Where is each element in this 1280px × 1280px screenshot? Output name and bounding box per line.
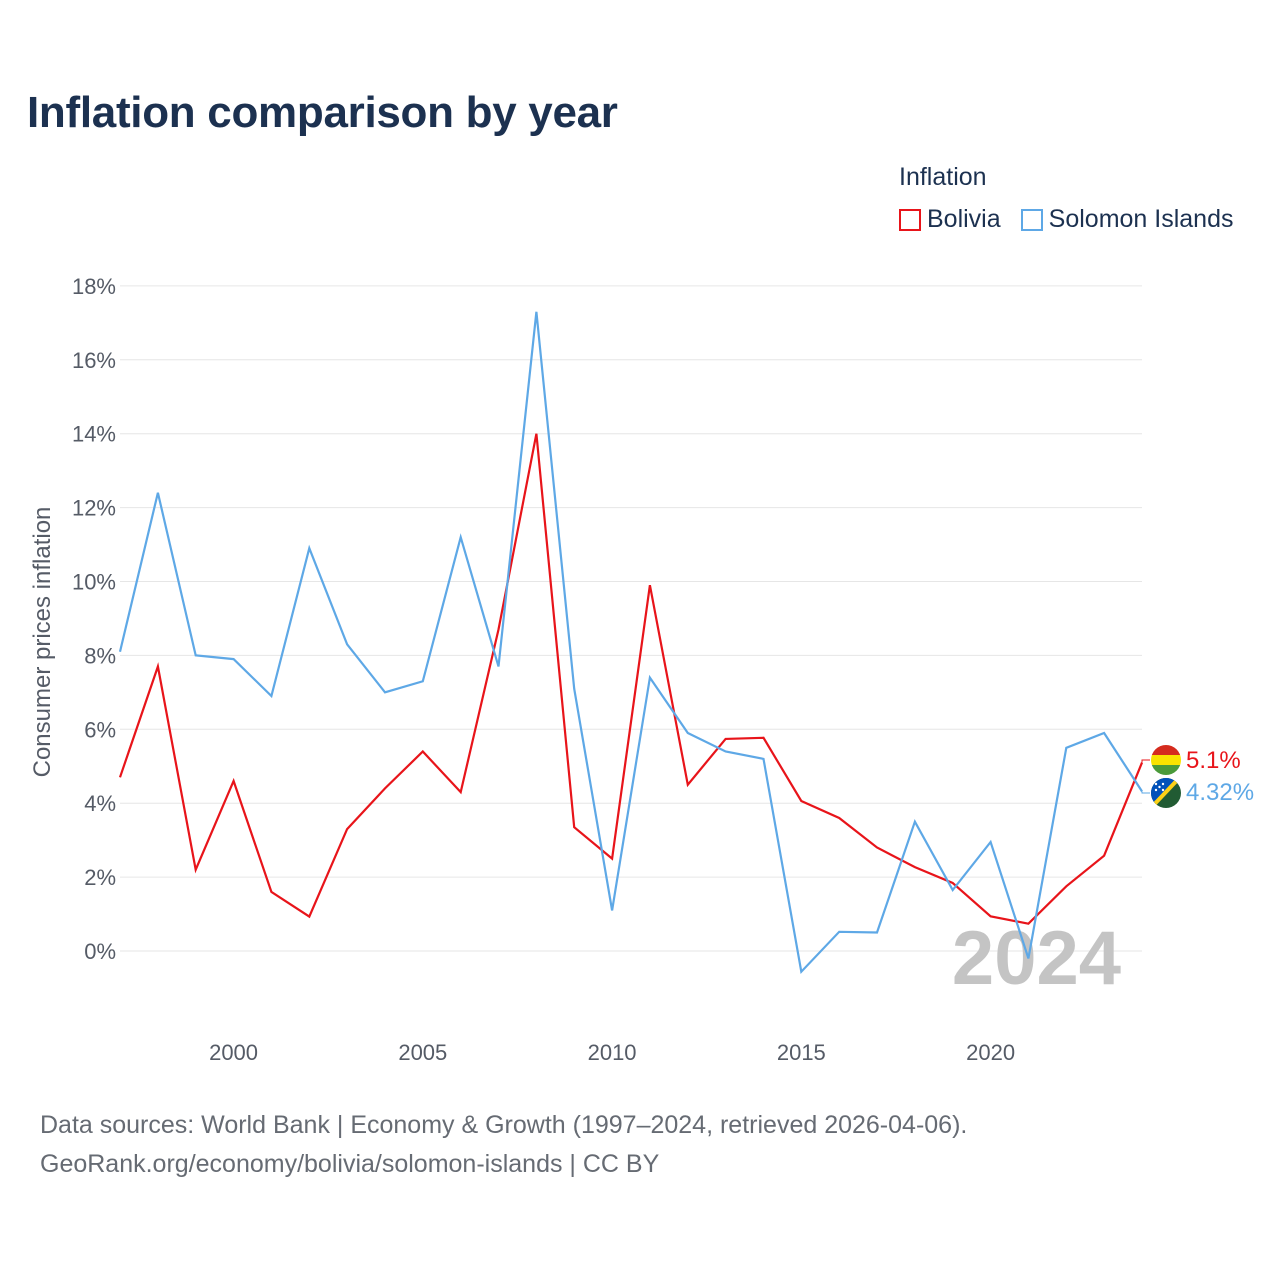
y-tick-label: 0% [84,939,116,964]
gridlines [120,285,1142,952]
legend-label-solomon-islands: Solomon Islands [1048,205,1234,233]
footer-source: Data sources: World Bank | Economy & Gro… [40,1111,968,1139]
footer: Data sources: World Bank | Economy & Gro… [40,1106,967,1184]
y-tick-label: 18% [72,274,116,299]
series-line-solomon-islands[interactable] [118,311,1143,975]
y-tick-label: 14% [72,422,116,447]
y-tick-label: 8% [84,643,116,668]
y-tick-label: 4% [84,791,116,816]
y-axis-label: Consumer prices inflation [29,507,56,778]
series-line-bolivia[interactable] [118,433,1144,925]
end-value-label: 4.32% [1186,779,1254,806]
x-tick-label: 2000 [209,1040,258,1065]
bolivia-flag-icon [1151,745,1181,775]
y-tick-label: 12% [72,496,116,521]
year-watermark: 2024 [952,916,1121,1001]
x-tick-label: 2005 [398,1040,447,1065]
legend-title: Inflation [899,163,987,191]
y-tick-label: 10% [72,570,116,595]
y-tick-label: 16% [72,348,116,373]
chart-title: Inflation comparison by year [27,88,618,137]
legend: Bolivia Solomon Islands [899,205,1233,234]
y-tick-label: 6% [84,717,116,742]
end-labels: 5.1% 4.32% [1141,745,1254,808]
end-connector [1141,759,1150,763]
x-tick-label: 2020 [966,1040,1015,1065]
legend-swatch-bolivia [899,208,921,231]
y-tick-label: 2% [84,865,116,890]
legend-item-bolivia[interactable]: Bolivia [899,205,1001,234]
footer-attribution[interactable]: GeoRank.org/economy/bolivia/solomon-isla… [40,1150,660,1178]
y-axis: 0% 2% 4% 6% 8% 10% 12% 14% 16% 18% [72,274,116,964]
legend-item-solomon-islands[interactable]: Solomon Islands [1020,205,1234,234]
legend-swatch-solomon-islands [1020,208,1043,231]
x-tick-label: 2015 [777,1040,826,1065]
legend-label-bolivia: Bolivia [927,205,1001,233]
x-axis: 2000 2005 2010 2015 2020 [209,1040,1015,1065]
x-tick-label: 2010 [588,1040,637,1065]
solomon-islands-flag-icon [1151,778,1181,808]
end-value-label: 5.1% [1186,747,1241,774]
end-connector [1141,791,1150,794]
series [118,311,1144,975]
line-chart: 0%2%4%6%8%10%12%14%16%18% 2000 2005 2010 20… [29,274,1254,1065]
